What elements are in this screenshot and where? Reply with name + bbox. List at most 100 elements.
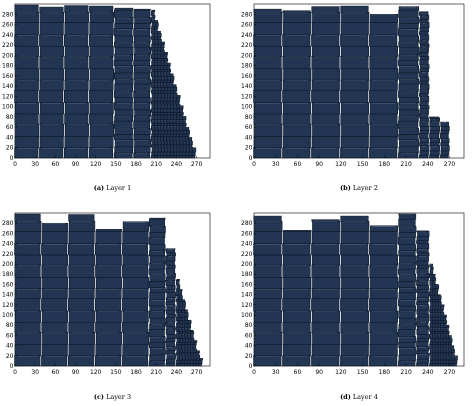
box-mark [370,277,398,288]
box-mark [312,345,340,356]
box-mark [155,87,158,91]
box-mark [417,293,429,298]
box-mark [341,69,369,80]
box-mark [417,305,429,310]
box-mark [64,90,88,102]
box-mark [115,116,133,121]
box-mark [152,147,155,152]
box-mark [157,109,160,113]
box-mark [177,95,180,98]
box-mark [174,123,177,125]
box-mark [449,339,452,343]
box-mark [154,20,157,22]
box-mark [451,353,454,355]
box-mark [134,91,150,97]
box-mark [283,311,311,322]
box-mark [42,332,68,344]
box-mark [341,12,369,22]
box-mark [151,145,154,147]
box-mark [160,102,163,104]
box-mark [157,48,160,50]
box-mark [440,133,448,138]
box-mark [154,48,157,50]
box-mark [177,279,180,280]
box-mark [176,145,179,147]
box-mark [173,109,176,113]
stack-column [311,7,340,158]
box-mark [179,331,182,333]
box-mark [199,360,202,364]
box-mark [152,123,155,125]
box-mark [65,124,89,136]
stack-column [166,249,176,366]
box-mark [164,145,167,147]
box-mark [370,332,398,344]
box-mark [311,90,339,102]
box-mark [149,361,165,366]
box-mark [166,290,175,293]
box-mark [184,310,187,312]
box-mark [152,112,155,114]
box-mark [180,147,183,152]
box-mark [179,145,182,147]
box-mark [370,311,398,322]
box-mark [417,286,429,290]
box-mark [40,56,64,68]
box-mark [399,343,416,348]
box-mark [312,137,340,148]
box-mark [155,44,158,48]
box-mark [193,342,196,344]
box-mark [254,356,282,366]
box-mark [161,152,164,156]
box-mark [154,145,157,147]
box-mark [167,286,176,290]
box-mark [90,124,114,136]
box-mark [164,134,167,136]
stack-column [114,8,133,158]
box-mark [157,91,160,93]
box-mark [177,339,180,343]
box-mark [190,364,193,366]
box-mark [123,255,149,265]
box-mark [370,137,398,148]
y-tick-label: 280 [241,220,253,227]
box-mark [15,56,39,68]
y-tick-label: 120 [2,93,14,100]
box-mark [149,293,165,300]
box-mark [183,321,186,323]
box-mark [134,116,150,121]
box-mark [90,103,114,114]
box-mark [152,23,155,27]
panel-caption: (d) Layer 4 [340,393,378,401]
box-mark [69,215,95,222]
box-mark [183,302,186,307]
y-tick-label: 0 [249,363,253,370]
box-mark [399,110,419,116]
box-mark [154,29,157,34]
box-mark [283,332,311,344]
box-mark [176,134,179,136]
box-mark [370,103,398,114]
box-mark [135,110,151,116]
box-mark [197,351,200,353]
box-mark [134,103,150,110]
box-mark [151,66,154,70]
box-mark [167,126,170,131]
box-mark [149,355,165,361]
box-mark [170,102,173,104]
box-mark [197,355,200,360]
box-mark [399,54,419,60]
box-mark [149,219,165,226]
y-tick-label: 160 [241,73,253,80]
box-mark [312,255,340,265]
box-mark [115,36,133,42]
box-mark [196,364,199,366]
box-mark [179,345,182,350]
box-mark [312,7,340,13]
x-tick-label: 0 [252,369,256,376]
box-mark [185,339,188,343]
box-mark [312,114,340,124]
x-tick-label: 60 [52,161,60,168]
box-mark [69,221,95,231]
box-mark [171,112,174,114]
